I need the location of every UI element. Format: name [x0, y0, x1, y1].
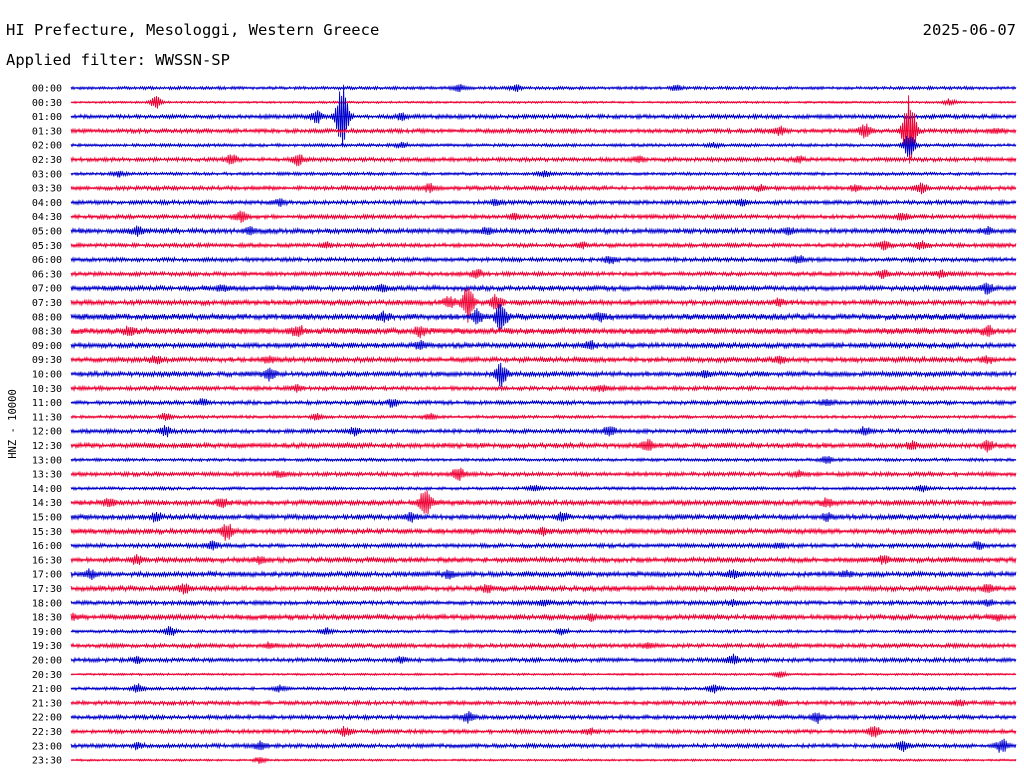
row-time-label: 20:00 [32, 656, 62, 667]
row-time-label: 14:00 [32, 484, 62, 495]
row-time-label: 06:00 [32, 255, 62, 266]
row-time-label: 18:30 [32, 613, 62, 624]
trace-line [70, 154, 1017, 167]
trace-line [70, 725, 1017, 738]
row-time-label: 08:00 [32, 312, 62, 323]
row-time-label: 16:00 [32, 541, 62, 552]
row-time-label: 10:30 [32, 384, 62, 395]
row-time-label: 20:30 [32, 670, 62, 681]
row-time-label: 05:00 [32, 227, 62, 238]
row-time-label: 07:00 [32, 284, 62, 295]
row-time-label: 23:00 [32, 741, 62, 752]
filter-label: Applied filter: WWSSN-SP [6, 51, 230, 69]
row-time-label: 00:00 [32, 84, 62, 95]
row-time-label: 01:00 [32, 112, 62, 123]
row-time-label: 09:00 [32, 341, 62, 352]
row-time-label: 14:30 [32, 498, 62, 509]
trace-line [70, 583, 1017, 595]
row-time-label: 00:30 [32, 98, 62, 109]
trace-line [70, 384, 1017, 393]
row-time-label: 03:30 [32, 184, 62, 195]
trace-line [70, 84, 1017, 148]
row-time-label: 16:30 [32, 555, 62, 566]
row-time-label: 13:00 [32, 455, 62, 466]
row-time-label: 10:00 [32, 370, 62, 381]
row-time-label: 09:30 [32, 355, 62, 366]
row-time-label: 15:30 [32, 527, 62, 538]
row-time-label: 06:30 [32, 269, 62, 280]
trace-line [70, 135, 1017, 157]
row-time-label: 23:30 [32, 756, 62, 767]
row-time-label: 19:00 [32, 627, 62, 638]
row-time-label: 01:30 [32, 126, 62, 137]
row-time-label: 19:30 [32, 641, 62, 652]
trace-line [70, 362, 1017, 387]
row-time-label: 12:00 [32, 427, 62, 438]
row-time-label: 03:00 [32, 169, 62, 180]
trace-line [70, 182, 1017, 195]
row-time-label: 02:30 [32, 155, 62, 166]
row-time-label: 17:30 [32, 584, 62, 595]
row-time-label: 07:30 [32, 298, 62, 309]
row-time-label: 21:30 [32, 698, 62, 709]
row-time-label: 04:00 [32, 198, 62, 209]
row-time-label: 08:30 [32, 327, 62, 338]
row-time-label: 15:00 [32, 513, 62, 524]
trace-line [70, 324, 1017, 339]
trace-line [70, 523, 1017, 541]
row-time-label: 22:30 [32, 727, 62, 738]
row-time-label: 12:30 [32, 441, 62, 452]
trace-line [70, 438, 1017, 453]
row-time-label: 02:00 [32, 141, 62, 152]
row-time-label: 04:30 [32, 212, 62, 223]
date-label: 2025-06-07 [922, 21, 1016, 39]
trace-line [70, 653, 1017, 665]
trace-line [70, 198, 1017, 207]
station-title: HI Prefecture, Mesologgi, Western Greece [6, 21, 380, 39]
row-time-label: 18:00 [32, 598, 62, 609]
row-time-label: 05:30 [32, 241, 62, 252]
row-time-label: 17:00 [32, 570, 62, 581]
row-time-label: 13:30 [32, 470, 62, 481]
trace-line [70, 455, 1017, 464]
row-time-label: 21:00 [32, 684, 62, 695]
row-time-label: 22:00 [32, 713, 62, 724]
row-time-label: 11:00 [32, 398, 62, 409]
trace-line [70, 540, 1017, 551]
trace-line [70, 95, 1017, 164]
row-time-label: 11:30 [32, 412, 62, 423]
